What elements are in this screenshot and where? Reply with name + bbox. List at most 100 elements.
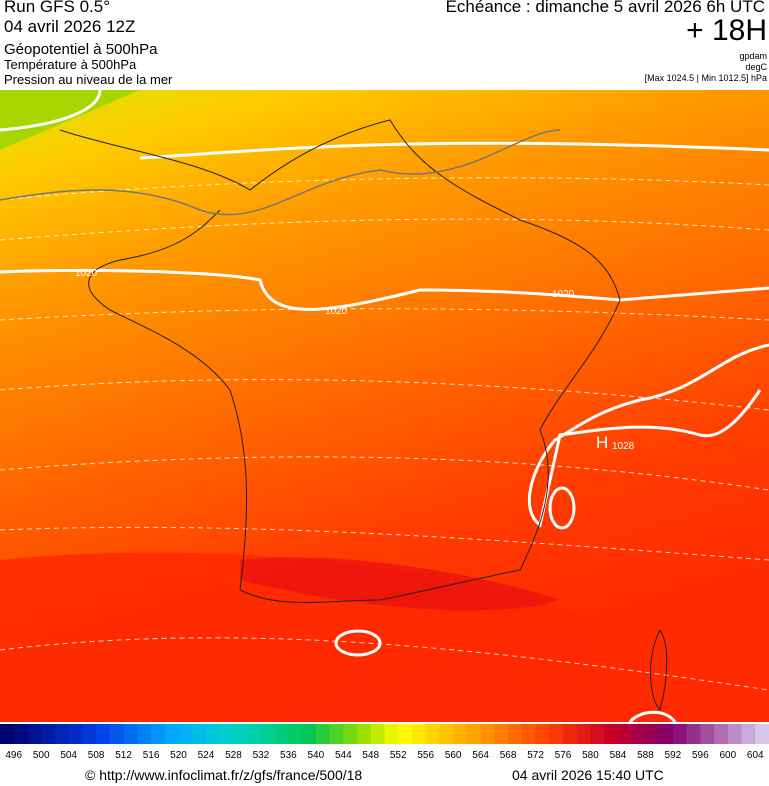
colorbar-swatch bbox=[233, 724, 248, 744]
isobar-label: 1020 bbox=[75, 268, 98, 279]
colorbar-swatch bbox=[521, 724, 537, 744]
colorbar-swatch bbox=[466, 724, 482, 744]
colorbar: 496 500 504 508 512 516 520 524 528 532 536 540 544 5… bbox=[0, 724, 769, 761]
colorbar-label: 572 bbox=[527, 750, 544, 761]
generated-time: 04 avril 2026 15:40 UTC bbox=[512, 767, 664, 783]
coastline bbox=[59, 119, 668, 711]
colorbar-swatch bbox=[315, 724, 331, 744]
colorbar-label: 532 bbox=[253, 750, 270, 761]
colorbar-swatch bbox=[398, 724, 413, 744]
colorbar-swatch bbox=[151, 724, 166, 744]
colorbar-swatch bbox=[727, 724, 743, 744]
colorbar-swatch bbox=[659, 724, 674, 744]
colorbar-swatch bbox=[384, 724, 399, 744]
colorbar-swatch bbox=[302, 724, 317, 744]
colorbar-swatch bbox=[343, 724, 358, 744]
colorbar-label: 560 bbox=[445, 750, 462, 761]
run-date: 04 avril 2026 12Z bbox=[4, 17, 136, 36]
colorbar-swatch bbox=[205, 724, 221, 744]
colorbar-swatch bbox=[219, 724, 234, 744]
field-label: Température à 500hPa bbox=[4, 57, 137, 72]
colorbar-swatch bbox=[714, 724, 729, 744]
colorbar-swatch bbox=[68, 724, 83, 744]
colorbar-label: 504 bbox=[60, 750, 77, 761]
colorbar-swatch bbox=[494, 724, 509, 744]
colorbar-label: 512 bbox=[115, 750, 132, 761]
colorbar-label: 516 bbox=[143, 750, 160, 761]
high-symbol: H bbox=[596, 433, 608, 452]
colorbar-label: 576 bbox=[555, 750, 572, 761]
colorbar-label: 544 bbox=[335, 750, 352, 761]
isobar bbox=[334, 629, 382, 657]
colorbar-swatch bbox=[741, 724, 756, 744]
lead-time: + 18H bbox=[686, 14, 767, 47]
colorbar-swatch bbox=[686, 724, 701, 744]
colorbar-swatch bbox=[370, 724, 385, 744]
high-value: 1028 bbox=[612, 441, 635, 452]
field-label: Pression au niveau de la mer bbox=[4, 72, 173, 87]
colorbar-swatch bbox=[41, 724, 56, 744]
colorbar-label: 580 bbox=[582, 750, 599, 761]
colorbar-swatch bbox=[604, 724, 619, 744]
colorbar-label: 568 bbox=[500, 750, 517, 761]
colorbar-swatch bbox=[260, 724, 276, 744]
colorbar-swatch bbox=[576, 724, 591, 744]
colorbar-swatch bbox=[164, 724, 180, 744]
colorbar-swatch bbox=[137, 724, 152, 744]
unit: degC bbox=[745, 62, 767, 72]
colorbar-label: 556 bbox=[417, 750, 434, 761]
colorbar-label: 536 bbox=[280, 750, 297, 761]
colorbar-label: 564 bbox=[472, 750, 489, 761]
field-label: Géopotentiel à 500hPa bbox=[4, 41, 158, 58]
colorbar-swatch bbox=[27, 724, 42, 744]
colorbar-label: 520 bbox=[170, 750, 187, 761]
colorbar-swatch bbox=[645, 724, 660, 744]
isobar-label: 1020 bbox=[552, 289, 575, 300]
colorbar-swatch bbox=[329, 724, 344, 744]
colorbar-swatch bbox=[192, 724, 207, 744]
field-band bbox=[240, 557, 560, 611]
colorbar-label: 508 bbox=[88, 750, 105, 761]
colorbar-swatch bbox=[700, 724, 715, 744]
colorbar-swatch bbox=[178, 724, 193, 744]
unit: gpdam bbox=[739, 51, 767, 61]
colorbar-label: 592 bbox=[665, 750, 682, 761]
colorbar-label: 588 bbox=[637, 750, 654, 761]
field-band bbox=[0, 90, 140, 150]
colorbar-label: 604 bbox=[747, 750, 764, 761]
pressure-range: [Max 1024.5 | Min 1012.5] hPa bbox=[644, 73, 767, 83]
isobar bbox=[628, 710, 677, 722]
colorbar-swatch bbox=[425, 724, 440, 744]
colorbar-label: 500 bbox=[33, 750, 50, 761]
colorbar-swatch bbox=[755, 724, 769, 744]
isobar bbox=[548, 486, 576, 530]
colorbar-swatch bbox=[549, 724, 564, 744]
colorbar-label: 496 bbox=[5, 750, 22, 761]
colorbar-swatch bbox=[480, 724, 495, 744]
colorbar-label: 584 bbox=[610, 750, 627, 761]
map: 1020 1020 1020 H 1028 bbox=[0, 90, 769, 722]
colorbar-swatch bbox=[288, 724, 303, 744]
colorbar-swatch bbox=[411, 724, 427, 744]
colorbar-swatch bbox=[439, 724, 454, 744]
colorbar-swatch bbox=[453, 724, 468, 744]
colorbar-label: 600 bbox=[719, 750, 736, 761]
run-title: Run GFS 0.5° bbox=[4, 0, 111, 16]
colorbar-swatch bbox=[617, 724, 633, 744]
isobar bbox=[139, 141, 769, 160]
isotherms bbox=[0, 177, 769, 691]
colorbar-swatch bbox=[54, 724, 70, 744]
colorbar-label: 552 bbox=[390, 750, 407, 761]
isobars bbox=[0, 90, 769, 722]
colorbar-swatch bbox=[508, 724, 523, 744]
isobar bbox=[0, 90, 102, 132]
forecast-time: Echéance : dimanche 5 avril 2026 6h UTC bbox=[445, 0, 765, 16]
colorbar-swatch bbox=[96, 724, 111, 744]
colorbar-swatch bbox=[672, 724, 688, 744]
colorbar-label: 596 bbox=[692, 750, 709, 761]
source-url: © http://www.infoclimat.fr/z/gfs/france/… bbox=[85, 767, 363, 783]
colorbar-label: 540 bbox=[307, 750, 324, 761]
colorbar-swatch bbox=[247, 724, 262, 744]
colorbar-label: 528 bbox=[225, 750, 242, 761]
colorbar-swatch bbox=[109, 724, 125, 744]
